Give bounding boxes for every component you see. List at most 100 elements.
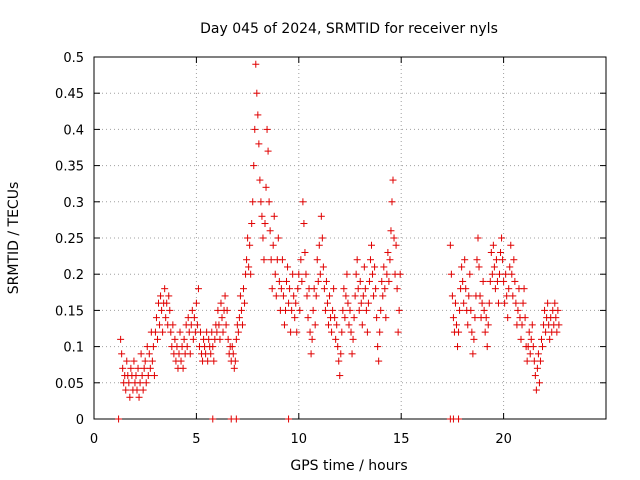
data-point (176, 328, 184, 336)
data-point (184, 314, 192, 322)
data-point (307, 350, 315, 358)
data-point (454, 343, 462, 351)
data-point (151, 328, 159, 336)
data-point (219, 328, 227, 336)
data-point (517, 335, 525, 343)
data-point (330, 285, 338, 293)
data-point (333, 321, 341, 329)
data-point (464, 321, 472, 329)
data-point (140, 364, 148, 372)
data-point (490, 263, 498, 271)
data-point (502, 270, 510, 278)
data-point (123, 357, 131, 365)
data-point (297, 256, 305, 264)
data-point (149, 343, 157, 351)
data-point (467, 306, 475, 314)
data-point (158, 306, 166, 314)
data-point (316, 270, 324, 278)
data-point (526, 350, 534, 358)
data-point (293, 328, 301, 336)
data-point (528, 321, 536, 329)
data-point (187, 321, 195, 329)
data-point (235, 314, 243, 322)
data-point (449, 314, 457, 322)
data-point (498, 234, 506, 242)
data-point (291, 314, 299, 322)
data-point (468, 328, 476, 336)
data-point (365, 277, 373, 285)
data-point (308, 335, 316, 343)
data-point (535, 379, 543, 387)
data-point (152, 314, 160, 322)
data-point (301, 248, 309, 256)
data-point (385, 277, 393, 285)
data-point (218, 314, 226, 322)
data-point (519, 299, 527, 307)
data-point (532, 386, 540, 394)
data-point (310, 285, 318, 293)
data-point (344, 299, 352, 307)
data-point (180, 335, 188, 343)
data-point (505, 285, 513, 293)
data-point (256, 176, 264, 184)
data-point (255, 140, 263, 148)
data-point (214, 306, 222, 314)
data-point (119, 364, 127, 372)
data-point (166, 306, 174, 314)
data-point (482, 314, 490, 322)
data-point (298, 277, 306, 285)
data-point (264, 147, 272, 155)
data-point (232, 335, 240, 343)
data-point (503, 292, 511, 300)
data-point (459, 277, 467, 285)
data-point (279, 292, 287, 300)
data-point (488, 270, 496, 278)
data-point (466, 270, 474, 278)
data-point (485, 299, 493, 307)
data-point (133, 386, 141, 394)
data-point (370, 292, 378, 300)
data-point (352, 270, 360, 278)
data-point (446, 241, 454, 249)
data-point (245, 263, 253, 271)
data-point (509, 292, 517, 300)
data-point (511, 277, 519, 285)
data-point (455, 328, 463, 336)
data-point (493, 277, 501, 285)
data-point (471, 314, 479, 322)
data-point (136, 379, 144, 387)
data-point (299, 198, 307, 206)
data-point (274, 234, 282, 242)
data-point (341, 314, 349, 322)
x-tick-label: 0 (90, 432, 98, 447)
data-point (138, 372, 146, 380)
data-point (382, 314, 390, 322)
data-point (389, 176, 397, 184)
data-point (481, 328, 489, 336)
data-point (156, 321, 164, 329)
data-point (456, 306, 464, 314)
data-point (117, 335, 125, 343)
data-point (230, 364, 238, 372)
data-point (304, 314, 312, 322)
data-point (499, 256, 507, 264)
data-point (487, 248, 495, 256)
data-point (496, 270, 504, 278)
data-point (321, 306, 329, 314)
data-point (523, 357, 531, 365)
data-point (381, 285, 389, 293)
data-point (337, 350, 345, 358)
data-point (461, 256, 469, 264)
data-point (478, 299, 486, 307)
y-tick-label: 0.15 (55, 304, 84, 319)
x-tick-label: 5 (192, 432, 200, 447)
data-point (462, 285, 470, 293)
data-point (489, 241, 497, 249)
data-point (473, 256, 481, 264)
data-point (451, 299, 459, 307)
data-point (514, 306, 522, 314)
data-point (390, 234, 398, 242)
data-point (143, 343, 151, 351)
data-point (209, 343, 217, 351)
